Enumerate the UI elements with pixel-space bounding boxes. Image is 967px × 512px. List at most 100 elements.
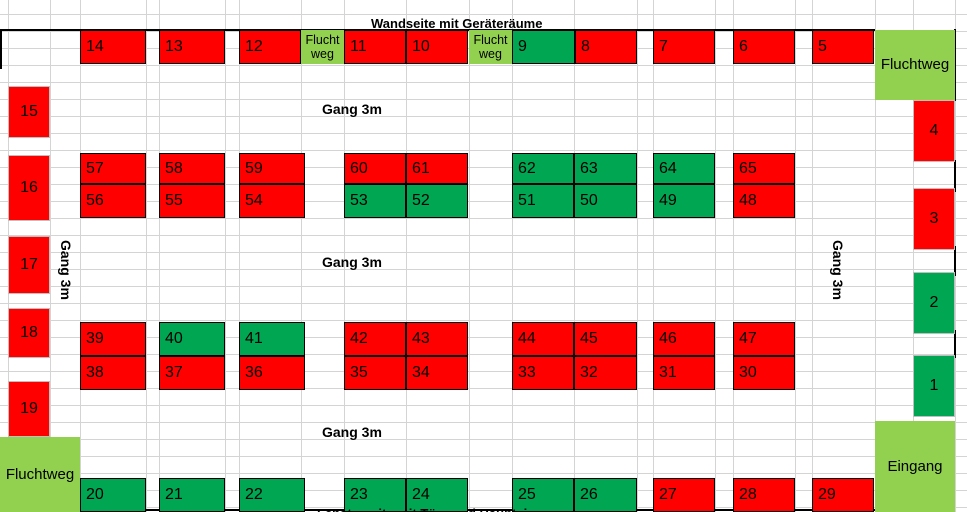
booth-53[interactable]: 53	[344, 184, 406, 218]
booth-number: 13	[165, 38, 183, 55]
booth-2[interactable]: 2	[913, 272, 955, 334]
booth-49[interactable]: 49	[653, 184, 715, 218]
booth-29[interactable]: 29	[812, 478, 874, 512]
grid-line-horizontal	[0, 167, 967, 168]
booth-56[interactable]: 56	[80, 184, 146, 218]
booth-number: 23	[350, 486, 368, 503]
booth-number: 29	[818, 486, 836, 503]
booth-34[interactable]: 34	[406, 356, 468, 390]
booth-51[interactable]: 51	[512, 184, 574, 218]
booth-43[interactable]: 43	[406, 322, 468, 356]
booth-number: 20	[86, 486, 104, 503]
booth-23[interactable]: 23	[344, 478, 406, 512]
booth-64[interactable]: 64	[653, 153, 715, 184]
booth-65[interactable]: 65	[733, 153, 795, 184]
booth-6[interactable]: 6	[733, 30, 795, 64]
booth-number: 42	[350, 330, 368, 347]
grid-line-horizontal	[0, 235, 967, 236]
escape-route-label: Flucht weg	[305, 32, 340, 61]
booth-9[interactable]: 9	[512, 30, 575, 64]
booth-32[interactable]: 32	[574, 356, 637, 390]
escape-top-right[interactable]: Flucht weg	[469, 30, 512, 64]
booth-35[interactable]: 35	[344, 356, 406, 390]
booth-number: 12	[245, 38, 263, 55]
booth-16[interactable]: 16	[8, 155, 50, 221]
booth-44[interactable]: 44	[512, 322, 574, 356]
booth-number: 9	[518, 38, 527, 55]
booth-48[interactable]: 48	[733, 184, 795, 218]
entrance-block[interactable]: Eingang	[875, 421, 955, 512]
booth-26[interactable]: 26	[574, 478, 637, 512]
booth-61[interactable]: 61	[406, 153, 468, 184]
grid-line-horizontal	[0, 133, 967, 134]
booth-10[interactable]: 10	[406, 30, 468, 64]
booth-number: 19	[20, 400, 38, 417]
grid-line-vertical	[406, 0, 407, 512]
booth-number: 55	[165, 192, 183, 209]
booth-31[interactable]: 31	[653, 356, 715, 390]
booth-22[interactable]: 22	[239, 478, 305, 512]
booth-11[interactable]: 11	[344, 30, 406, 64]
booth-5[interactable]: 5	[812, 30, 874, 64]
booth-number: 46	[659, 330, 677, 347]
booth-59[interactable]: 59	[239, 153, 305, 184]
booth-18[interactable]: 18	[8, 308, 50, 358]
booth-36[interactable]: 36	[239, 356, 305, 390]
booth-25[interactable]: 25	[512, 478, 574, 512]
booth-21[interactable]: 21	[159, 478, 225, 512]
booth-14[interactable]: 14	[80, 30, 146, 64]
booth-7[interactable]: 7	[653, 30, 715, 64]
booth-37[interactable]: 37	[159, 356, 225, 390]
booth-47[interactable]: 47	[733, 322, 795, 356]
booth-1[interactable]: 1	[913, 355, 955, 417]
grid-line-vertical	[715, 0, 716, 512]
booth-number: 11	[350, 38, 367, 55]
grid-line-horizontal	[0, 303, 967, 304]
grid-line-vertical	[239, 0, 240, 512]
booth-41[interactable]: 41	[239, 322, 305, 356]
booth-39[interactable]: 39	[80, 322, 146, 356]
booth-number: 6	[739, 38, 748, 55]
booth-number: 8	[581, 38, 590, 55]
booth-15[interactable]: 15	[8, 86, 50, 138]
booth-8[interactable]: 8	[575, 30, 637, 64]
booth-62[interactable]: 62	[512, 153, 574, 184]
booth-57[interactable]: 57	[80, 153, 146, 184]
escape-corner-ne[interactable]: Fluchtweg	[875, 30, 955, 100]
booth-46[interactable]: 46	[653, 322, 715, 356]
booth-60[interactable]: 60	[344, 153, 406, 184]
booth-55[interactable]: 55	[159, 184, 225, 218]
booth-40[interactable]: 40	[159, 322, 225, 356]
booth-20[interactable]: 20	[80, 478, 146, 512]
booth-number: 10	[412, 38, 430, 55]
booth-58[interactable]: 58	[159, 153, 225, 184]
booth-33[interactable]: 33	[512, 356, 574, 390]
grid-line-vertical	[159, 0, 160, 512]
booth-42[interactable]: 42	[344, 322, 406, 356]
booth-54[interactable]: 54	[239, 184, 305, 218]
booth-12[interactable]: 12	[239, 30, 301, 64]
booth-19[interactable]: 19	[8, 381, 50, 437]
wall-label-top: Wandseite mit Geräteräume	[371, 16, 543, 31]
booth-17[interactable]: 17	[8, 236, 50, 294]
booth-4[interactable]: 4	[913, 100, 955, 162]
booth-number: 57	[86, 159, 104, 177]
booth-number: 26	[580, 486, 598, 503]
escape-corner-sw[interactable]: Fluchtweg	[0, 437, 80, 512]
escape-top-left[interactable]: Flucht weg	[301, 30, 344, 64]
booth-63[interactable]: 63	[574, 153, 637, 184]
booth-50[interactable]: 50	[574, 184, 637, 218]
booth-13[interactable]: 13	[159, 30, 225, 64]
aisle-label-top: Gang 3m	[322, 101, 382, 117]
grid-line-vertical	[812, 0, 813, 512]
booth-number: 44	[518, 330, 536, 347]
aisle-label-left: Gang 3m	[58, 240, 74, 300]
booth-38[interactable]: 38	[80, 356, 146, 390]
grid-line-horizontal	[0, 507, 967, 508]
booth-3[interactable]: 3	[913, 188, 955, 250]
booth-45[interactable]: 45	[574, 322, 637, 356]
booth-27[interactable]: 27	[653, 478, 715, 512]
booth-52[interactable]: 52	[406, 184, 468, 218]
booth-30[interactable]: 30	[733, 356, 795, 390]
booth-28[interactable]: 28	[733, 478, 795, 512]
